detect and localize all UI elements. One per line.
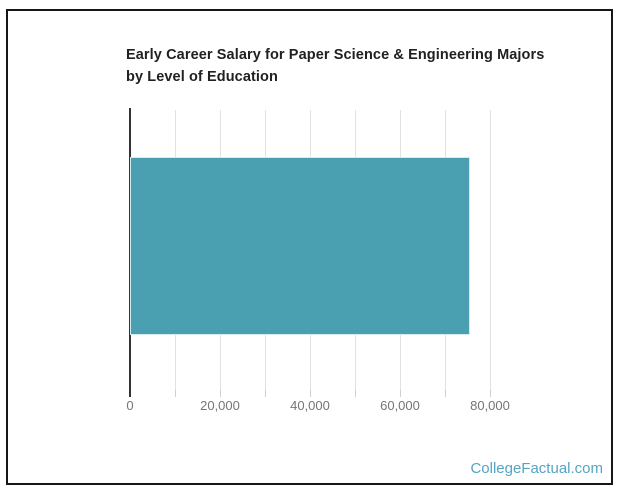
x-tick-label: 60,000 <box>380 398 420 413</box>
plot-area <box>129 108 491 397</box>
chart-title: Early Career Salary for Paper Science & … <box>126 47 545 86</box>
axis-tick <box>219 390 221 397</box>
axis-tick <box>264 390 266 397</box>
x-tick-label: 20,000 <box>200 398 240 413</box>
axis-tick <box>399 390 401 397</box>
x-tick-label: 80,000 <box>470 398 510 413</box>
axis-tick <box>489 390 491 397</box>
axis-tick <box>309 390 311 397</box>
x-tick-label: 0 <box>126 398 134 413</box>
gridline <box>489 110 491 390</box>
axis-tick <box>174 390 176 397</box>
axis-tick <box>354 390 356 397</box>
axis-tick <box>444 390 446 397</box>
x-tick-label: 40,000 <box>290 398 330 413</box>
watermark-link[interactable]: CollegeFactual.com <box>470 460 603 477</box>
salary-bar[interactable] <box>130 157 470 335</box>
